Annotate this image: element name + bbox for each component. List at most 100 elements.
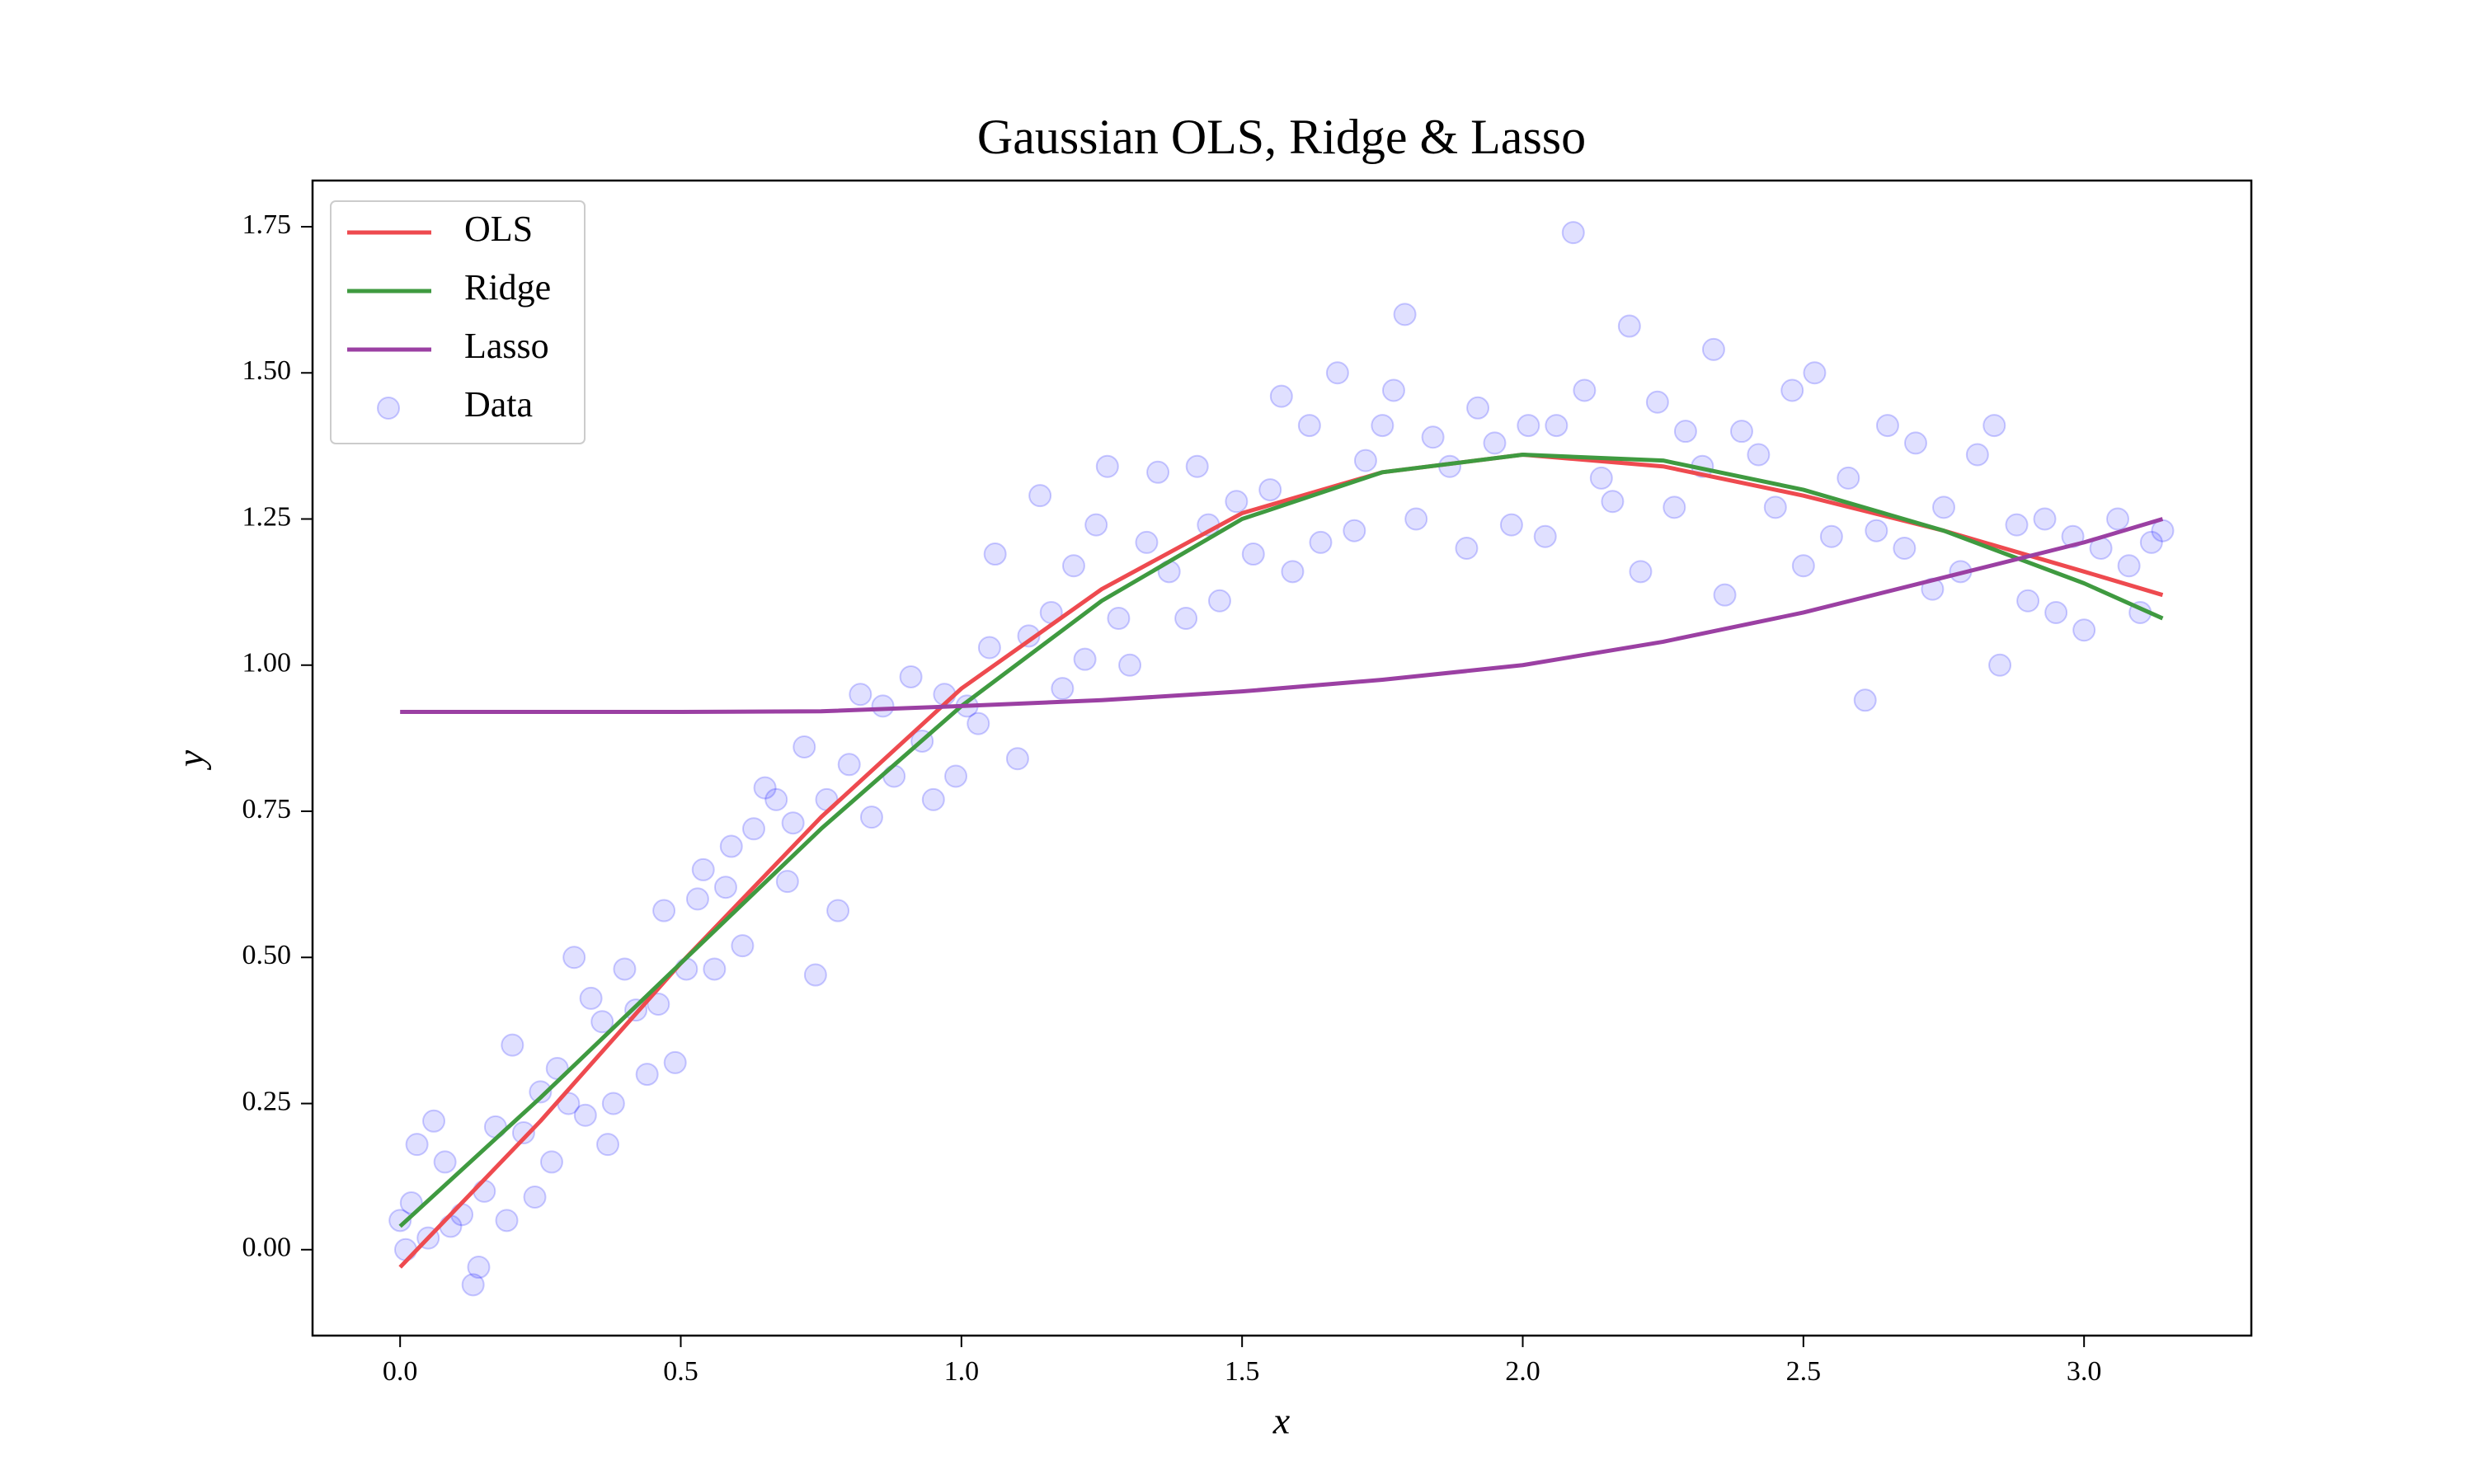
data-point [1819, 524, 1843, 548]
data-point [1343, 519, 1366, 542]
data-point [2072, 618, 2096, 642]
data-point [596, 1133, 620, 1157]
data-point [2016, 589, 2040, 613]
legend-label: Data [464, 384, 533, 425]
x-tick-label: 0.5 [663, 1356, 698, 1387]
data-point [1185, 454, 1209, 478]
data-point [1803, 361, 1827, 385]
data-point [1084, 513, 1108, 537]
data-point [511, 1120, 535, 1144]
data-point [2117, 554, 2141, 578]
legend-label: Ridge [464, 267, 551, 308]
data-point [647, 992, 670, 1016]
data-point [1713, 583, 1737, 607]
data-point [1325, 361, 1349, 385]
data-point [1017, 624, 1041, 648]
data-point [1073, 647, 1097, 671]
y-tick-label: 0.00 [242, 1233, 292, 1263]
data-point [1051, 677, 1075, 701]
data-point [1589, 466, 1613, 490]
data-point [1146, 460, 1170, 484]
line [398, 453, 2164, 1228]
data-point [1663, 495, 1686, 519]
data-point [1561, 221, 1585, 245]
data-point [1763, 495, 1787, 519]
x-tick-label: 1.5 [1225, 1356, 1260, 1387]
data-point [2139, 530, 2163, 554]
plot-area [388, 221, 2175, 1297]
data-point [691, 857, 715, 881]
data-point [685, 887, 709, 911]
chart-title: Gaussian OLS, Ridge & Lasso [977, 110, 1586, 164]
legend-label: Lasso [464, 326, 549, 366]
data-point [793, 735, 816, 759]
data-point [1381, 378, 1405, 402]
data-point [1837, 466, 1860, 490]
data-point [675, 957, 698, 981]
data-point [849, 683, 872, 707]
x-tick-label: 2.0 [1505, 1356, 1540, 1387]
data-point [433, 1150, 457, 1174]
data-point [1421, 425, 1445, 449]
data-point [859, 805, 883, 829]
y-tick-label: 0.25 [242, 1086, 292, 1116]
x-tick-label: 1.0 [944, 1356, 980, 1387]
data-point [1853, 688, 1877, 712]
data-point [921, 787, 945, 811]
data-point [1517, 414, 1540, 438]
data-point [1028, 484, 1052, 508]
data-point [2044, 600, 2068, 624]
y-tick-label: 1.50 [242, 355, 292, 386]
data-point [741, 817, 765, 841]
data-point [1545, 414, 1569, 438]
data-point [539, 1150, 563, 1174]
data-point [1617, 314, 1641, 338]
data-point [2033, 507, 2057, 531]
y-tick-label: 1.00 [242, 648, 292, 679]
data-point [1095, 454, 1119, 478]
data-point [573, 1103, 597, 1127]
data-point [1893, 536, 1917, 560]
data-point [1965, 443, 1989, 467]
data-point [1353, 448, 1377, 472]
data-point [1747, 443, 1771, 467]
x-tick-label: 3.0 [2067, 1356, 2102, 1387]
data-point [501, 1033, 524, 1057]
data-point [450, 1203, 474, 1227]
data-point [703, 957, 727, 981]
data-point [422, 1109, 446, 1133]
data-point [405, 1133, 429, 1157]
data-point [1791, 554, 1815, 578]
data-point [1281, 560, 1305, 584]
x-tick-label: 2.5 [1786, 1356, 1822, 1387]
data-point [1005, 747, 1029, 771]
data-point [713, 876, 737, 899]
x-tick-label: 0.0 [383, 1356, 418, 1387]
data-point [1903, 431, 1927, 455]
data-point [388, 1209, 412, 1233]
data-point [775, 870, 799, 894]
data-point [1483, 431, 1507, 455]
data-point [2106, 507, 2130, 531]
x-axis-label: x [1272, 1400, 1291, 1442]
data-point [944, 764, 968, 788]
data-point [1241, 542, 1265, 566]
data-point [1207, 589, 1231, 613]
data-point [731, 934, 755, 958]
data-point [562, 946, 586, 970]
data-point [579, 986, 603, 1010]
data-point [1982, 414, 2006, 438]
y-tick-label: 1.75 [242, 209, 292, 240]
y-axis-label: y [170, 749, 212, 770]
data-point [1865, 519, 1888, 542]
data-point [393, 1237, 417, 1261]
data-point [1701, 337, 1725, 361]
data-point [590, 1010, 614, 1034]
data-point [983, 542, 1007, 566]
data-point [1393, 303, 1417, 326]
data-point [1629, 560, 1653, 584]
data-point [1645, 390, 1669, 414]
data-point [1371, 414, 1395, 438]
data-point [1729, 420, 1753, 444]
data-point [1988, 653, 2012, 677]
